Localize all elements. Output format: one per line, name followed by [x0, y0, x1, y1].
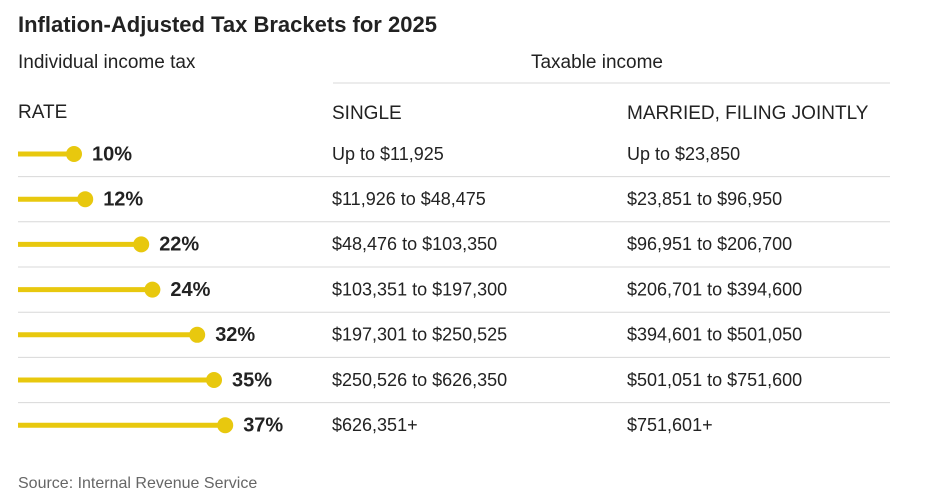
rate-label: 24% [170, 279, 210, 301]
single-range: $626,351+ [332, 415, 418, 435]
single-range: $11,926 to $48,475 [332, 189, 486, 209]
single-range: Up to $11,925 [332, 144, 444, 164]
rate-label: 32% [215, 324, 255, 346]
rate-label: 35% [232, 369, 272, 391]
column-group: Taxable income [531, 52, 663, 73]
rate-label: 12% [103, 188, 143, 210]
single-range: $48,476 to $103,350 [332, 234, 497, 254]
subtitle: Individual income tax [18, 52, 196, 73]
married-range: $751,601+ [627, 415, 713, 435]
married-range: $96,951 to $206,700 [627, 234, 792, 254]
single-range: $250,526 to $626,350 [332, 370, 507, 390]
single-range: $103,351 to $197,300 [332, 279, 507, 299]
married-range: $23,851 to $96,950 [627, 189, 782, 209]
rate-dot [133, 236, 150, 253]
rate-label: 37% [243, 414, 283, 436]
rate-dot [189, 326, 206, 343]
rate-dot [66, 146, 82, 162]
married-range: $206,701 to $394,600 [627, 279, 802, 299]
rate-label: 10% [92, 143, 132, 165]
rate-dot [77, 191, 94, 208]
title: Inflation-Adjusted Tax Brackets for 2025 [18, 12, 437, 37]
header: MARRIED, FILING JOINTLY [627, 103, 869, 124]
married-range: $394,601 to $501,050 [627, 325, 802, 345]
rate-label: 22% [159, 234, 199, 256]
rate-dot [217, 417, 234, 434]
rate-dot [144, 281, 161, 298]
married-range: $501,051 to $751,600 [627, 370, 802, 390]
married-range: Up to $23,850 [627, 144, 740, 164]
single-range: $197,301 to $250,525 [332, 325, 507, 345]
rate-dot [206, 372, 222, 388]
header: RATE [18, 102, 67, 123]
source: Source: Internal Revenue Service [18, 475, 257, 492]
header: SINGLE [332, 103, 402, 124]
